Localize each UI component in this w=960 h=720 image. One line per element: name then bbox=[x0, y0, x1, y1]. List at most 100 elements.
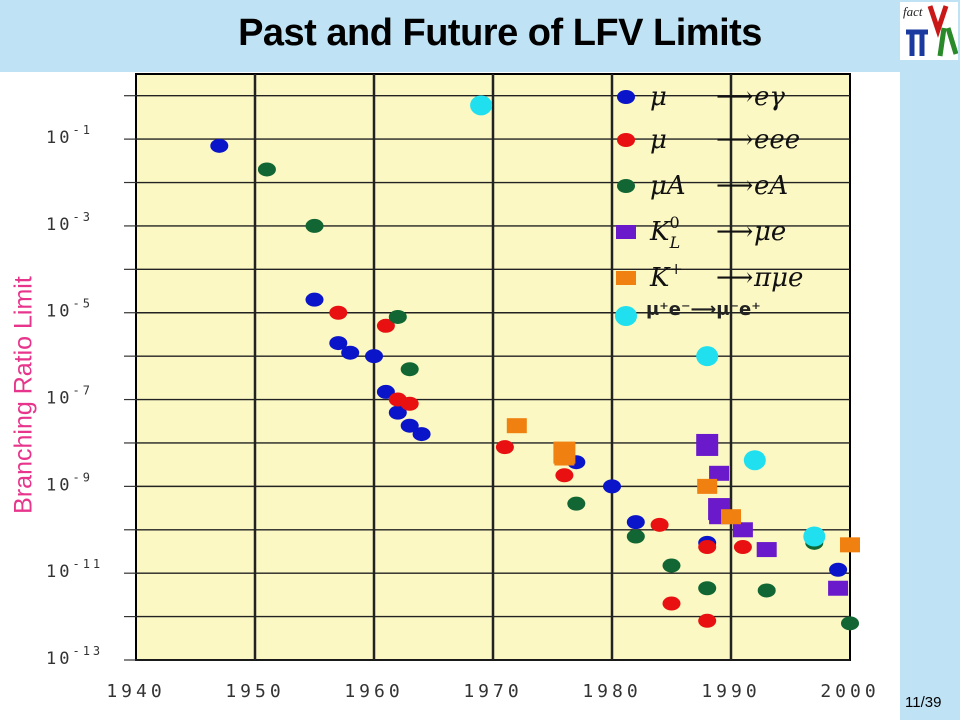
legend-lhs: μ bbox=[650, 125, 667, 155]
point-s2 bbox=[305, 218, 324, 233]
point-s4 bbox=[721, 509, 741, 525]
side-strip bbox=[900, 72, 960, 720]
legend-sup: 0 bbox=[669, 213, 679, 232]
point-s3 bbox=[756, 542, 777, 558]
y-tick-label: 10-3 bbox=[46, 210, 93, 235]
point-s4 bbox=[506, 418, 527, 434]
legend-rhs: μe bbox=[754, 217, 786, 247]
point-s1 bbox=[662, 596, 681, 611]
legend-sub: L bbox=[669, 233, 681, 252]
point-s3 bbox=[732, 522, 753, 538]
legend-label-s5: μ⁺e⁻⟶μ⁻e⁺ bbox=[646, 299, 761, 320]
legend-marker-s0 bbox=[617, 90, 635, 104]
legend-label-s3: K0 L ⟶μe bbox=[649, 213, 786, 252]
y-tick-label: 10-1 bbox=[46, 123, 93, 148]
legend-label-s4: K+ ⟶πμe bbox=[649, 259, 803, 293]
legend-arrow: ⟶ bbox=[716, 171, 753, 201]
page-title: Past and Future of LFV Limits bbox=[238, 12, 762, 54]
legend-marker-s5 bbox=[615, 306, 637, 326]
point-s1 bbox=[376, 318, 395, 333]
point-s3 bbox=[828, 580, 849, 596]
point-s1 bbox=[650, 517, 669, 532]
y-tick-exponent: -7 bbox=[72, 384, 92, 398]
title-bar bbox=[0, 0, 960, 72]
point-s2 bbox=[400, 362, 419, 377]
x-tick-label: 1940 bbox=[106, 681, 165, 702]
y-tick-exponent: -3 bbox=[72, 210, 92, 224]
point-s2 bbox=[388, 309, 407, 324]
point-s0 bbox=[210, 138, 229, 153]
y-axis-ticks: 10-1 10-3 10-5 10-7 10-9 10-11 10-13 bbox=[46, 95, 136, 669]
legend-lhs: K bbox=[649, 263, 671, 293]
x-axis-ticks: 1940 1950 1960 1970 1980 1990 2000 bbox=[106, 681, 879, 702]
point-s0 bbox=[412, 427, 431, 442]
y-tick-exponent: -1 bbox=[72, 123, 92, 137]
y-tick-label: 10-11 bbox=[46, 557, 103, 582]
y-tick-label: 10-9 bbox=[46, 470, 93, 495]
point-s5 bbox=[743, 450, 766, 471]
point-s4 bbox=[840, 537, 860, 553]
y-tick-exponent: -9 bbox=[72, 470, 92, 484]
point-s5 bbox=[803, 526, 826, 547]
legend-arrow: ⟶ bbox=[716, 125, 753, 155]
point-s4 bbox=[554, 450, 575, 466]
x-tick-label: 1990 bbox=[701, 681, 760, 702]
point-s0 bbox=[388, 405, 407, 420]
point-s0 bbox=[341, 345, 360, 360]
legend-sup: + bbox=[669, 259, 682, 278]
point-s0 bbox=[603, 479, 621, 494]
point-s2 bbox=[257, 162, 276, 177]
point-s1 bbox=[698, 613, 717, 628]
y-tick-exponent: -5 bbox=[72, 297, 92, 311]
x-tick-label: 1950 bbox=[225, 681, 284, 702]
point-s5 bbox=[470, 95, 493, 116]
point-s2 bbox=[662, 558, 681, 573]
point-s0 bbox=[365, 349, 383, 364]
legend-lhs: K bbox=[649, 217, 671, 247]
y-tick-exponent: -13 bbox=[72, 644, 103, 658]
legend-marker-s2 bbox=[617, 179, 635, 193]
point-s1 bbox=[495, 440, 514, 455]
point-s0 bbox=[626, 515, 645, 530]
point-s2 bbox=[626, 529, 645, 544]
logo-text: fact bbox=[903, 4, 923, 19]
x-tick-label: 2000 bbox=[820, 681, 879, 702]
legend-lhs: μ bbox=[650, 82, 667, 112]
point-s0 bbox=[376, 384, 395, 399]
point-s1 bbox=[698, 540, 717, 555]
point-s3 bbox=[696, 433, 719, 456]
slide-number: 11/39 bbox=[905, 694, 942, 711]
legend-marker-s1 bbox=[617, 133, 635, 147]
point-s2 bbox=[757, 583, 776, 598]
point-s1 bbox=[400, 396, 419, 411]
point-s1 bbox=[733, 540, 752, 555]
point-s4 bbox=[697, 478, 718, 494]
y-tick-label: 10-5 bbox=[46, 297, 93, 322]
legend-label-s2: μA ⟶eA bbox=[650, 171, 788, 201]
legend-rhs: πμe bbox=[753, 263, 803, 293]
point-s3 bbox=[709, 465, 730, 481]
legend-label-s0: μ ⟶eγ bbox=[650, 82, 785, 112]
legend-arrow: ⟶ bbox=[716, 217, 753, 247]
legend-marker-s3 bbox=[616, 225, 636, 239]
point-s5 bbox=[696, 346, 719, 367]
y-tick-exponent: -11 bbox=[72, 557, 103, 571]
point-s0 bbox=[400, 418, 419, 433]
point-s1 bbox=[555, 468, 574, 483]
point-s2 bbox=[567, 496, 586, 511]
y-axis-label: Branching Ratio Limit bbox=[9, 276, 38, 514]
legend-label-s1: μ ⟶eee bbox=[650, 125, 800, 155]
legend-marker-s4 bbox=[616, 271, 636, 285]
legend-arrow: ⟶ bbox=[716, 82, 753, 112]
point-s0 bbox=[329, 336, 348, 351]
point-s0 bbox=[305, 292, 324, 307]
legend-arrow: ⟶ bbox=[716, 263, 753, 293]
data-points bbox=[210, 95, 860, 631]
legend-rhs: eA bbox=[754, 171, 788, 201]
point-s0 bbox=[829, 562, 848, 577]
point-s1 bbox=[329, 305, 348, 320]
fact-logo-icon: fact bbox=[900, 2, 958, 60]
x-tick-label: 1970 bbox=[463, 681, 522, 702]
